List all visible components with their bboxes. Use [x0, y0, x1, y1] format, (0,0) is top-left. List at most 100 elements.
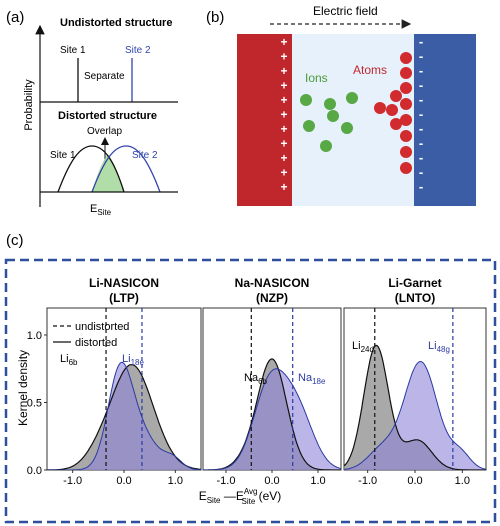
minus-signs: ----------- — [419, 34, 423, 194]
x-tick-label: 0.0 — [264, 475, 279, 487]
plus-signs: +++++++++++ — [280, 35, 287, 194]
minus-sign: - — [419, 136, 423, 151]
atom-particle — [390, 118, 402, 130]
legend-distorted-label: distorted — [75, 337, 117, 349]
minus-sign: - — [419, 121, 423, 136]
grey-curve — [203, 358, 341, 470]
y-tick-label: 1.0 — [27, 330, 42, 342]
minus-sign: - — [419, 63, 423, 78]
x-tick-label: -1.0 — [63, 475, 82, 487]
distorted-purple-area — [344, 361, 486, 470]
x-tick-label: -1.0 — [217, 475, 236, 487]
distorted-grey-area — [344, 345, 486, 470]
separate-label: Separate — [84, 71, 125, 82]
ions-label: Ions — [305, 71, 328, 85]
right-plate — [414, 34, 476, 206]
site2-curve — [91, 145, 161, 193]
plot-title: Li-NASICON — [89, 276, 159, 290]
panel-b: (b) Electric field +++++++++++ ---------… — [206, 4, 476, 206]
purple-curve — [203, 368, 341, 470]
plus-sign: + — [280, 50, 287, 64]
site-a-label: Li24d — [352, 340, 374, 354]
plot-title: Li-Garnet — [388, 276, 441, 290]
panel-b-label: (b) — [206, 9, 224, 26]
ion-particle — [327, 110, 339, 122]
plot-subtitle: (LTP) — [109, 291, 139, 305]
minus-sign: - — [419, 92, 423, 107]
density-plot: Na-NASICON(NZP) Na6b Na18e -1.0 0.0 1.0 — [202, 276, 342, 487]
y-tick-label: 0.5 — [27, 398, 42, 410]
site-b-label: Li48g — [428, 340, 450, 354]
atom-particle — [400, 114, 412, 126]
atom-particle — [374, 102, 386, 114]
density-plot: Li-NASICON(LTP) Li6b Li18e -1.0 0.0 1.0 0.0 0.5… — [27, 276, 202, 487]
plot-subtitle: (LNTO) — [395, 291, 435, 305]
ion-particle — [341, 122, 353, 134]
site1-curve — [57, 145, 125, 193]
site-b-label: Na18e — [298, 372, 326, 386]
undistorted-title: Undistorted structure — [60, 17, 172, 29]
plus-sign: + — [280, 35, 287, 49]
atom-particle — [400, 67, 412, 79]
a-ylabel: Probability — [23, 79, 35, 131]
site1-b-label: Site 1 — [50, 150, 76, 161]
ion-particle — [300, 94, 312, 106]
atom-particle — [400, 130, 412, 142]
density-plot: Li-Garnet(LNTO) Li24d Li48g -1.0 0.0 1.0 — [343, 276, 487, 487]
ion-particle — [303, 120, 315, 132]
x-tick-label: 0.0 — [407, 475, 422, 487]
a-xlabel: ESite — [90, 203, 112, 217]
panel-c: (c) Kernel density Li-NASICON(LTP)Li6b Li… — [4, 232, 497, 524]
panel-c-label: (c) — [6, 232, 24, 249]
minus-sign: - — [419, 49, 423, 64]
minus-sign: - — [419, 165, 423, 180]
panel-a: (a) Undistorted structure Probability Si… — [6, 9, 178, 217]
plus-sign: + — [280, 166, 287, 180]
site2-label: Site 2 — [125, 45, 151, 56]
plus-sign: + — [280, 180, 287, 194]
minus-sign: - — [419, 78, 423, 93]
overlap-label: Overlap — [87, 126, 122, 137]
ion-particle — [320, 140, 332, 152]
x-tick-label: 1.0 — [455, 475, 470, 487]
ion-particle — [324, 98, 336, 110]
x-tick-label: 1.0 — [310, 475, 325, 487]
plus-sign: + — [280, 79, 287, 93]
atoms — [374, 52, 412, 174]
panel-a-label: (a) — [6, 9, 24, 26]
site-a-label: Na6b — [244, 372, 268, 386]
minus-sign: - — [419, 107, 423, 122]
x-tick-label: 0.0 — [116, 475, 131, 487]
plus-sign: + — [280, 64, 287, 78]
distorted-title: Distorted structure — [58, 110, 157, 122]
minus-sign: - — [419, 34, 423, 49]
atom-particle — [400, 162, 412, 174]
plus-sign: + — [280, 122, 287, 136]
x-tick-label: 1.0 — [168, 475, 183, 487]
panel-c-frame — [4, 258, 497, 524]
atom-particle — [400, 146, 412, 158]
plus-sign: + — [280, 93, 287, 107]
atoms-label: Atoms — [353, 63, 387, 77]
atom-particle — [400, 82, 412, 94]
purple-curve — [47, 361, 201, 470]
ion-particle — [346, 92, 358, 104]
plot-subtitle: (NZP) — [256, 291, 288, 305]
c-ylabel: Kernel density — [16, 350, 30, 426]
density-plots: Li-NASICON(LTP) Li6b Li18e -1.0 0.0 1.0 0.0 0.5… — [27, 276, 487, 487]
field-label: Electric field — [313, 4, 378, 18]
purple-curve — [344, 360, 486, 470]
site2-b-label: Site 2 — [132, 150, 158, 161]
atom-particle — [400, 98, 412, 110]
minus-sign: - — [419, 150, 423, 165]
atom-particle — [386, 104, 398, 116]
legend-undistorted-label: undistorted — [75, 321, 129, 333]
site1-label: Site 1 — [60, 45, 86, 56]
y-tick-label: 0.0 — [27, 465, 42, 477]
atom-particle — [400, 52, 412, 64]
atom-particle — [390, 90, 402, 102]
x-tick-label: -1.0 — [358, 475, 377, 487]
overlap-fill — [92, 154, 124, 192]
distorted-purple-area — [203, 368, 341, 470]
